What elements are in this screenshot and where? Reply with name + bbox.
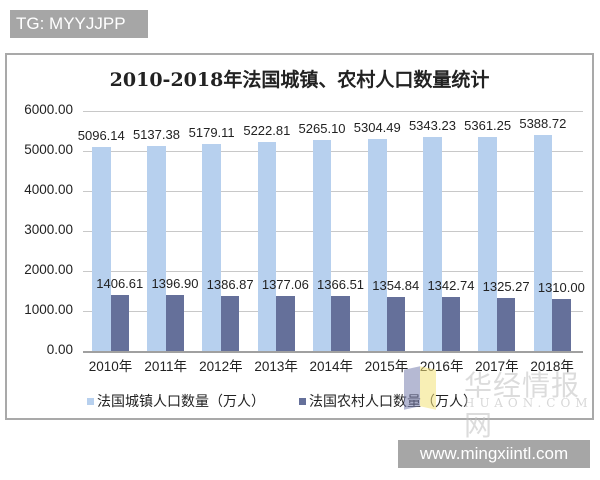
value-label-urban: 5137.38 — [132, 126, 180, 142]
gridline — [83, 151, 583, 152]
legend-label-urban: 法国城镇人口数量（万人） — [97, 393, 265, 409]
y-tick-label: 2000.00 — [24, 262, 73, 277]
bar-rural — [276, 295, 295, 351]
x-tick-label: 2017年 — [475, 359, 519, 374]
legend-item-urban: 法国城镇人口数量（万人） — [87, 391, 265, 411]
x-tick-label: 2018年 — [530, 359, 574, 374]
x-tick-label: 2013年 — [254, 359, 298, 374]
x-tick-label: 2012年 — [199, 359, 243, 374]
value-label-rural: 1386.87 — [206, 276, 254, 292]
bar-urban — [147, 145, 166, 351]
value-label-urban: 5388.72 — [519, 116, 567, 132]
x-tick-label: 2016年 — [419, 359, 464, 374]
legend-swatch-rural — [299, 397, 306, 405]
plot-area: 6000.00 5000.00 4000.00 3000.00 2000.00 1000.… — [7, 55, 596, 422]
bar-urban — [478, 136, 497, 351]
bar-urban — [533, 135, 553, 351]
value-label-urban: 5222.81 — [243, 123, 291, 139]
gridline — [83, 351, 583, 353]
bar-urban — [202, 143, 221, 351]
bar-urban — [257, 142, 277, 351]
x-tick-label: 2015年 — [364, 359, 409, 374]
gridline — [83, 271, 583, 272]
y-tick-label: 4000.00 — [24, 182, 73, 197]
legend-item-rural: 法国农村人口数量（万人） — [299, 391, 477, 411]
legend-swatch-urban — [87, 397, 94, 405]
site-watermark: www.mingxiintl.com — [398, 440, 590, 468]
y-tick-label: 0.00 — [46, 342, 73, 357]
x-tick-label: 2014年 — [309, 359, 354, 374]
gridline — [83, 111, 583, 112]
value-label-rural: 1342.74 — [427, 278, 475, 294]
bar-urban — [92, 147, 111, 351]
value-label-rural: 1406.61 — [96, 275, 144, 291]
chart-legend: 法国城镇人口数量（万人） 法国农村人口数量（万人） — [87, 391, 477, 411]
bar-rural — [496, 297, 516, 351]
y-tick-label: 6000.00 — [24, 102, 73, 117]
value-label-urban: 5361.25 — [464, 117, 512, 133]
bar-rural — [331, 296, 350, 351]
chart-title: 2010-2018年法国城镇、农村人口数量统计 — [109, 69, 490, 91]
value-label-urban: 5179.11 — [188, 124, 235, 140]
value-label-rural: 1354.84 — [372, 277, 420, 293]
value-label-urban: 5304.49 — [353, 119, 401, 135]
bar-rural — [165, 295, 185, 351]
bar-urban — [368, 138, 387, 351]
value-label-rural: 1377.06 — [261, 276, 309, 292]
bar-rural — [552, 298, 571, 351]
chart-frame: 2010-2018年法国城镇、农村人口数量统计 6000.00 5000.00 40… — [5, 53, 594, 420]
value-label-rural: 1396.90 — [151, 276, 199, 292]
gridline — [83, 231, 583, 232]
value-label-urban: 5096.14 — [77, 128, 125, 144]
value-label-rural: 1325.27 — [482, 278, 530, 294]
y-tick-label: 3000.00 — [24, 222, 73, 237]
x-tick-label: 2010年 — [88, 359, 133, 374]
bar-urban — [423, 137, 442, 351]
channel-tag: TG: MYYJJPP — [10, 10, 148, 38]
bar-rural — [110, 294, 129, 351]
x-tick-label: 2011年 — [144, 359, 187, 374]
bar-rural — [386, 296, 405, 351]
value-label-rural: 1366.51 — [317, 277, 365, 293]
bar-urban — [312, 140, 332, 351]
bar-rural — [220, 295, 240, 351]
y-tick-label: 5000.00 — [24, 142, 73, 157]
legend-label-rural: 法国农村人口数量（万人） — [309, 393, 477, 409]
value-label-rural: 1310.00 — [537, 279, 585, 295]
value-label-urban: 5265.10 — [298, 121, 346, 137]
value-label-urban: 5343.23 — [408, 118, 456, 134]
bar-rural — [441, 297, 461, 351]
y-tick-label: 1000.00 — [24, 302, 73, 317]
gridline — [83, 191, 583, 192]
